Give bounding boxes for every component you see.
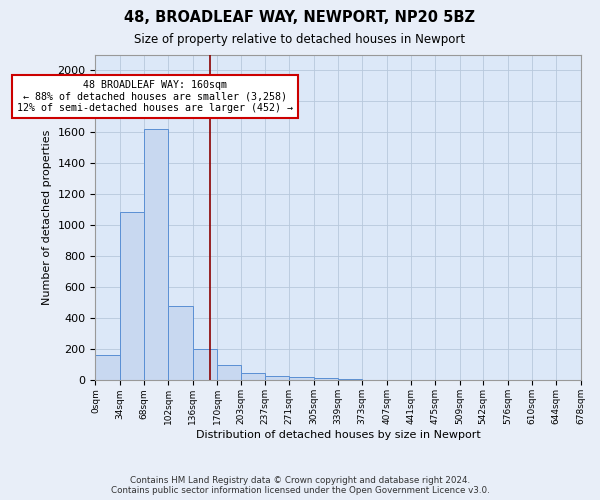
- Text: Size of property relative to detached houses in Newport: Size of property relative to detached ho…: [134, 32, 466, 46]
- Bar: [338, 379, 362, 380]
- Bar: [289, 378, 314, 380]
- Text: 48 BROADLEAF WAY: 160sqm
← 88% of detached houses are smaller (3,258)
12% of sem: 48 BROADLEAF WAY: 160sqm ← 88% of detach…: [17, 80, 293, 113]
- X-axis label: Distribution of detached houses by size in Newport: Distribution of detached houses by size …: [196, 430, 481, 440]
- Bar: [120, 212, 144, 380]
- Bar: [314, 378, 338, 380]
- Bar: [241, 374, 265, 380]
- Y-axis label: Number of detached properties: Number of detached properties: [42, 130, 52, 306]
- Bar: [265, 376, 289, 380]
- Text: 48, BROADLEAF WAY, NEWPORT, NP20 5BZ: 48, BROADLEAF WAY, NEWPORT, NP20 5BZ: [125, 10, 476, 25]
- Bar: [193, 350, 217, 380]
- Bar: [169, 306, 193, 380]
- Text: Contains HM Land Registry data © Crown copyright and database right 2024.
Contai: Contains HM Land Registry data © Crown c…: [110, 476, 490, 495]
- Bar: [144, 128, 169, 380]
- Bar: [217, 365, 241, 380]
- Bar: [95, 355, 120, 380]
